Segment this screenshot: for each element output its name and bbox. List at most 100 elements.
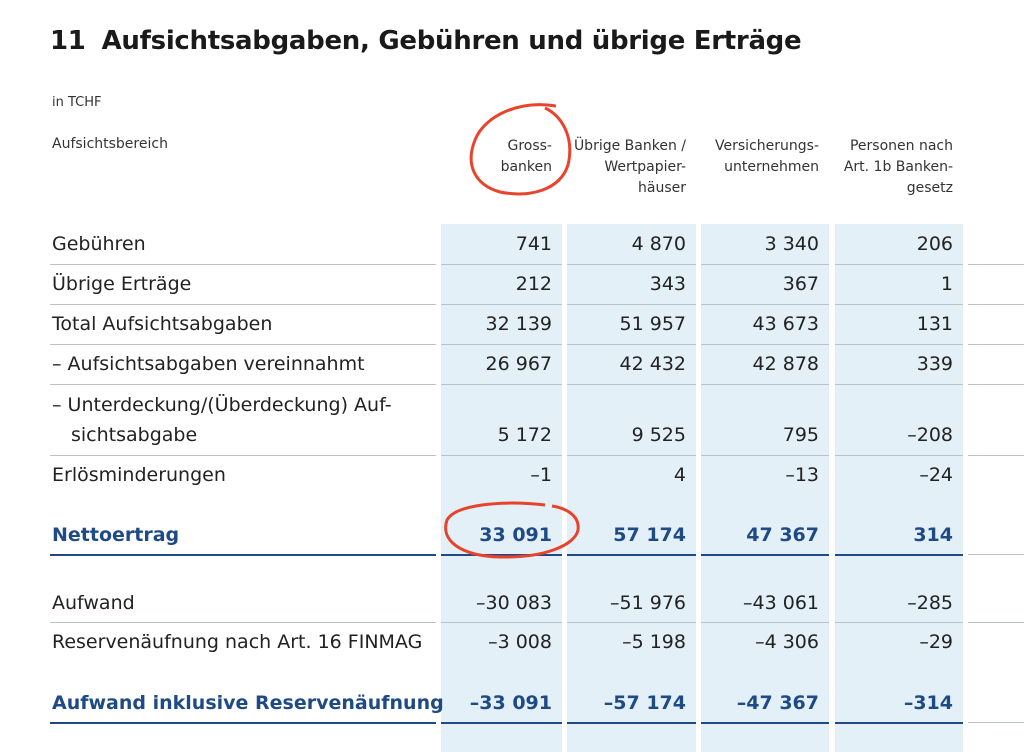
row-divider [567, 455, 696, 456]
table-cell: –3 008 [488, 631, 552, 653]
table-cell: 212 [515, 273, 552, 295]
table-cell: –24 [919, 464, 953, 486]
column-band [835, 224, 963, 752]
total-divider [968, 722, 1024, 723]
table-cell: 5 172 [497, 424, 552, 446]
total-divider [567, 722, 696, 724]
table-cell: –51 976 [610, 592, 686, 614]
column-header: Versicherungs- unternehmen [715, 138, 819, 175]
table-cell: 206 [916, 233, 953, 255]
table-cell: –33 091 [469, 692, 552, 714]
row-divider [835, 304, 963, 305]
table-cell: 314 [913, 524, 953, 546]
row-divider [968, 455, 1024, 456]
row-label: Übrige Erträge [52, 273, 192, 295]
column-header: Personen nach Art. 1b Banken- gesetz [843, 138, 953, 196]
table-cell: 4 [673, 464, 686, 486]
table-cell: –5 198 [622, 631, 686, 653]
row-divider [567, 622, 696, 623]
table-cell: –43 061 [743, 592, 819, 614]
table-cell: –57 174 [603, 692, 686, 714]
row-divider [441, 622, 562, 623]
column-header: Übrige Banken / Wertpapier- häuser [573, 138, 686, 196]
total-divider [50, 554, 436, 556]
table-cell: 51 957 [619, 313, 686, 335]
row-divider [441, 264, 562, 265]
row-label: Erlösminderungen [52, 464, 226, 486]
row-divider [835, 622, 963, 623]
table-cell: –314 [903, 692, 953, 714]
row-divider [835, 384, 963, 385]
row-divider [441, 344, 562, 345]
row-header-label: Aufsichtsbereich [52, 136, 168, 152]
total-divider [835, 554, 963, 556]
row-divider [567, 304, 696, 305]
row-label: Total Aufsichtsabgaben [52, 313, 273, 335]
table-cell: 26 967 [485, 353, 552, 375]
row-divider [701, 304, 829, 305]
total-divider [835, 722, 963, 724]
table-cell: 339 [916, 353, 953, 375]
row-divider [50, 622, 436, 623]
row-divider [50, 304, 436, 305]
row-divider [50, 344, 436, 345]
row-divider [567, 264, 696, 265]
table-cell: –285 [907, 592, 953, 614]
table-cell: 367 [782, 273, 819, 295]
table-cell: 57 174 [613, 524, 686, 546]
table-cell: –47 367 [736, 692, 819, 714]
row-label: – Aufsichtsabgaben vereinnahmt [52, 353, 365, 375]
table-cell: 9 525 [631, 424, 686, 446]
section-title: Aufsichtsabgaben, Gebühren und übrige Er… [101, 26, 802, 56]
total-divider [441, 554, 562, 556]
row-divider [701, 455, 829, 456]
table-cell: 47 367 [746, 524, 819, 546]
row-divider [50, 384, 436, 385]
row-divider [567, 344, 696, 345]
total-divider [701, 554, 829, 556]
table-cell: –29 [919, 631, 953, 653]
row-divider [441, 455, 562, 456]
row-label: Gebühren [52, 233, 146, 255]
table-cell: 43 673 [752, 313, 819, 335]
unit-label: in TCHF [52, 95, 102, 110]
total-divider [567, 554, 696, 556]
table-cell: –13 [785, 464, 819, 486]
row-divider [701, 344, 829, 345]
row-divider [835, 264, 963, 265]
section-number: 11 [50, 26, 86, 56]
table-cell: 4 870 [631, 233, 686, 255]
row-divider [701, 264, 829, 265]
row-divider [441, 304, 562, 305]
row-divider [835, 455, 963, 456]
row-divider [835, 344, 963, 345]
row-divider [701, 384, 829, 385]
table-cell: 42 878 [752, 353, 819, 375]
row-label: Aufwand [52, 592, 135, 614]
page-title: 11 Aufsichtsabgaben, Gebühren und übrige … [50, 26, 802, 56]
row-divider [968, 622, 1024, 623]
total-divider [441, 722, 562, 724]
row-divider [50, 455, 436, 456]
total-divider [701, 722, 829, 724]
table-cell: 343 [649, 273, 686, 295]
row-label: – Unterdeckung/(Überdeckung) Auf- [52, 394, 392, 416]
row-divider [968, 384, 1024, 385]
table-cell: –1 [530, 464, 552, 486]
row-divider [968, 304, 1024, 305]
table-cell: –30 083 [476, 592, 552, 614]
column-header: Gross- banken [500, 138, 552, 175]
row-label: Nettoertrag [52, 524, 180, 546]
row-divider [441, 384, 562, 385]
row-divider [968, 344, 1024, 345]
table-cell: 741 [515, 233, 552, 255]
table-cell: 131 [916, 313, 953, 335]
table-cell: –208 [907, 424, 953, 446]
row-label: Reservenäufnung nach Art. 16 FINMAG [52, 631, 423, 653]
row-divider [567, 384, 696, 385]
column-band [701, 224, 829, 752]
row-divider [701, 622, 829, 623]
row-label-continued: sichtsabgabe [71, 424, 198, 446]
total-divider [968, 554, 1024, 555]
table-cell: 1 [940, 273, 953, 295]
